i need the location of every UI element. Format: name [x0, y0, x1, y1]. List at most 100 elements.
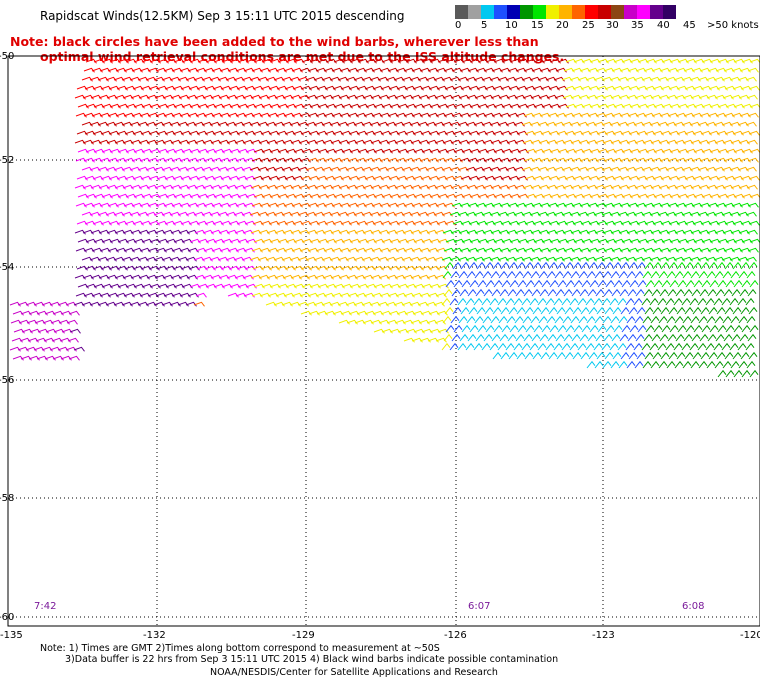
- wind-barb: [468, 261, 478, 270]
- wind-barb: [625, 297, 635, 306]
- wind-barb: [629, 279, 639, 288]
- wind-barb: [549, 279, 559, 288]
- wind-barb: [491, 333, 501, 342]
- wind-barb: [588, 261, 598, 270]
- wind-barb: [748, 306, 758, 315]
- wind-barb: [621, 279, 631, 288]
- wind-barb: [555, 333, 565, 342]
- pass-time: 7:42: [34, 601, 57, 612]
- wind-barb: [548, 261, 558, 270]
- wind-barb: [642, 360, 652, 369]
- wind-barb: [589, 279, 599, 288]
- wind-barb: [532, 261, 542, 270]
- wind-barb: [508, 306, 518, 315]
- wind-barb: [628, 351, 638, 360]
- wind-barb: [644, 261, 654, 270]
- wind-barb: [507, 333, 517, 342]
- wind-barb: [725, 324, 735, 333]
- wind-barb: [449, 342, 459, 351]
- legend-swatch: [546, 5, 559, 19]
- wind-barb: [707, 288, 717, 297]
- wind-barb: [620, 351, 630, 360]
- wind-barb: [716, 306, 726, 315]
- wind-barb: [619, 288, 629, 297]
- wind-barb: [450, 315, 460, 324]
- wind-barb: [683, 288, 693, 297]
- wind-barb: [570, 315, 580, 324]
- wind-barb: [484, 306, 494, 315]
- legend-label: 0: [455, 20, 462, 31]
- wind-barb: [540, 261, 550, 270]
- wind-barb: [69, 328, 81, 334]
- wind-barb: [706, 270, 716, 279]
- wind-barb: [721, 297, 731, 306]
- map-frame: [7, 55, 760, 627]
- wind-barb: [489, 297, 499, 306]
- wind-barb: [700, 261, 710, 270]
- wind-barbs: [9, 58, 760, 378]
- wind-barb: [698, 315, 708, 324]
- wind-barb: [497, 342, 507, 351]
- wind-barb: [605, 279, 615, 288]
- wind-barb: [658, 315, 668, 324]
- wind-barb: [530, 270, 540, 279]
- wind-barb: [585, 297, 595, 306]
- wind-barb: [653, 324, 663, 333]
- lon-label: -132: [143, 630, 166, 641]
- wind-barb: [513, 342, 523, 351]
- wind-barb: [691, 333, 701, 342]
- wind-barb: [556, 306, 566, 315]
- wind-barb: [609, 297, 619, 306]
- wind-barb: [451, 333, 461, 342]
- wind-barb: [515, 333, 525, 342]
- wind-barb: [642, 270, 652, 279]
- wind-barb: [748, 175, 760, 181]
- wind-barb: [730, 315, 740, 324]
- wind-barb: [717, 369, 727, 378]
- wind-barb: [634, 315, 644, 324]
- wind-barb: [554, 270, 564, 279]
- wind-barb: [669, 279, 679, 288]
- wind-barb: [706, 315, 716, 324]
- wind-barb: [442, 270, 452, 279]
- wind-barb: [532, 306, 542, 315]
- wind-barb: [635, 288, 645, 297]
- wind-barb: [645, 324, 655, 333]
- wind-barb: [525, 279, 535, 288]
- wind-barb: [513, 297, 523, 306]
- wind-barb: [193, 301, 205, 307]
- wind-barb: [579, 288, 589, 297]
- wind-barb: [581, 324, 591, 333]
- wind-barb: [68, 310, 80, 316]
- wind-barb: [561, 297, 571, 306]
- wind-barb: [691, 288, 701, 297]
- wind-barb: [692, 261, 702, 270]
- wind-barb: [620, 261, 630, 270]
- wind-barb: [537, 297, 547, 306]
- wind-barb: [444, 306, 454, 315]
- wind-barb: [597, 324, 607, 333]
- wind-barb: [633, 342, 643, 351]
- wind-barb: [660, 261, 670, 270]
- wind-barb: [553, 297, 563, 306]
- wind-barb: [467, 288, 477, 297]
- wind-barb: [603, 333, 613, 342]
- wind-barb: [725, 279, 735, 288]
- wind-barb: [747, 202, 759, 208]
- wind-barb: [68, 355, 80, 361]
- wind-barb: [747, 157, 759, 163]
- wind-barb: [458, 315, 468, 324]
- wind-barb: [434, 319, 446, 325]
- wind-barb: [668, 306, 678, 315]
- wind-barb: [461, 324, 471, 333]
- wind-barb: [747, 333, 757, 342]
- wind-barb: [564, 351, 574, 360]
- wind-barb: [659, 288, 669, 297]
- wind-barb: [492, 306, 502, 315]
- wind-barb: [749, 324, 759, 333]
- wind-barb: [508, 261, 518, 270]
- wind-barb: [652, 261, 662, 270]
- wind-barb: [731, 333, 741, 342]
- wind-barb: [636, 261, 646, 270]
